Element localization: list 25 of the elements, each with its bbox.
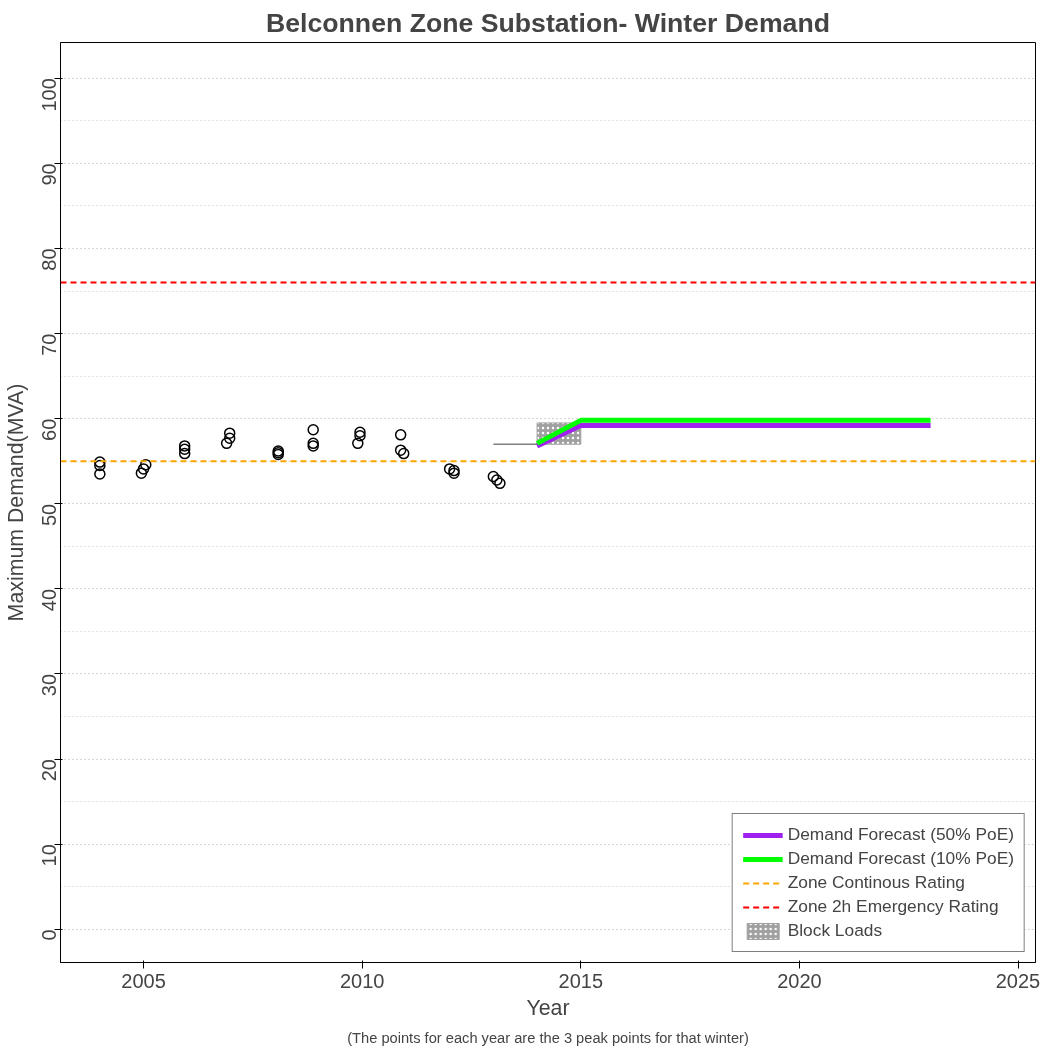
y-tick-label: 30	[38, 673, 61, 697]
x-axis-title: Year	[526, 995, 570, 1020]
y-tick-label: 40	[38, 588, 61, 612]
y-tick-label: 70	[38, 333, 61, 356]
y-axis-title: Maximum Demand(MVA)	[3, 383, 28, 622]
y-tick-label: 60	[38, 418, 61, 441]
legend-label: Block Loads	[787, 920, 883, 941]
y-tick-label: 50	[38, 503, 61, 527]
x-tick-label: 2020	[777, 969, 822, 992]
y-tick-label: 20	[38, 759, 61, 782]
y-tick-label: 0	[38, 929, 61, 941]
x-tick-label: 2025	[995, 969, 1041, 992]
legend-label: Zone 2h Emergency Rating	[787, 896, 999, 917]
y-tick-label: 90	[38, 163, 61, 186]
legend-label: Demand Forecast (10% PoE)	[787, 848, 1014, 869]
legend-label: Zone Continous Rating	[787, 872, 965, 893]
x-tick-label: 2005	[121, 969, 166, 992]
y-tick-label: 10	[38, 844, 61, 867]
x-tick-label: 2015	[558, 969, 604, 992]
text: (The points for each year are the 3 peak points for that winter)	[347, 1029, 749, 1046]
legend-label: Demand Forecast (50% PoE)	[787, 824, 1014, 845]
x-tick-label: 2010	[339, 969, 385, 992]
y-tick-label: 100	[38, 78, 61, 112]
y-tick-label: 80	[38, 248, 61, 271]
chart-title: Belconnen Zone Substation- Winter Demand	[265, 7, 831, 38]
